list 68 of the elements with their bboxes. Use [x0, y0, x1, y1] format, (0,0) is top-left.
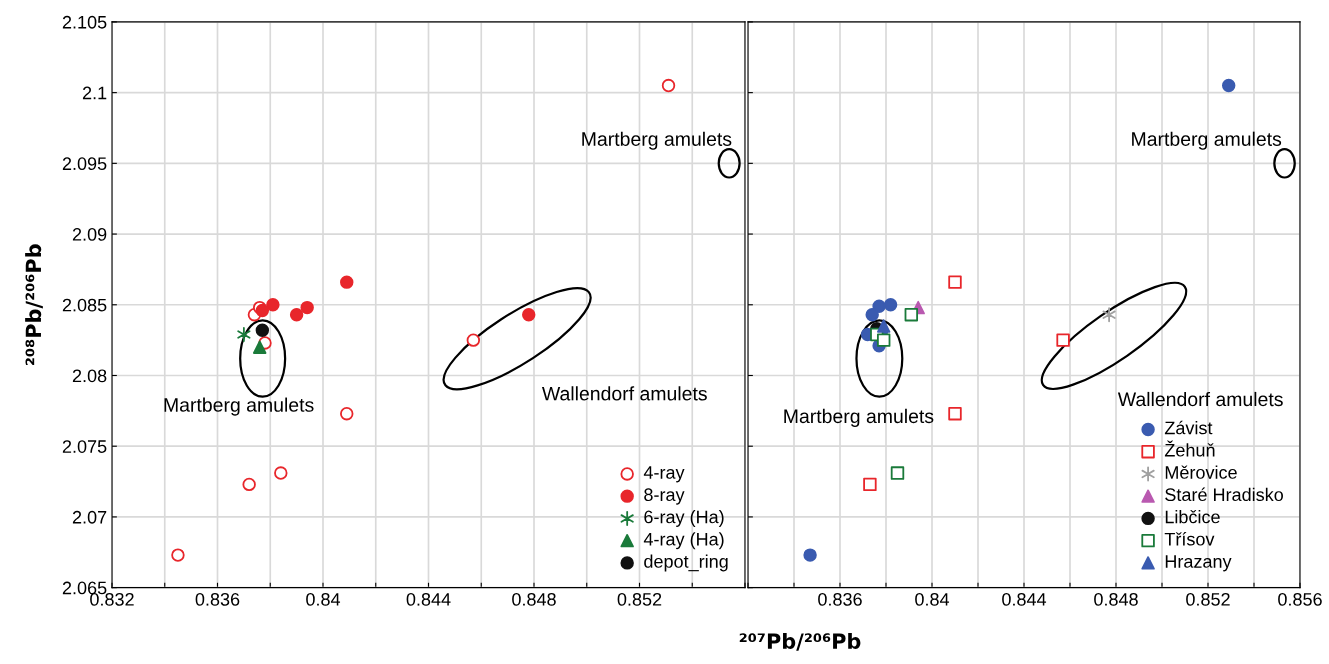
annotation: Martberg amulets	[164, 397, 314, 416]
annotation: Wallendorf amulets	[1117, 391, 1283, 407]
point	[255, 323, 270, 337]
point	[171, 548, 185, 562]
legend-label: Libčice	[1165, 510, 1220, 524]
y-tick-label: 2.065	[62, 581, 107, 595]
x-tick-label: 0.844	[406, 592, 451, 606]
y-tick-label: 2.075	[62, 440, 107, 453]
point	[300, 300, 314, 315]
point	[865, 307, 879, 322]
point	[876, 333, 891, 347]
point	[863, 477, 877, 492]
point	[252, 340, 267, 354]
y-axis-title: ²⁰⁸Pb/²⁰⁶Pb	[25, 244, 43, 366]
annotation: Wallendorf amulets	[541, 386, 707, 401]
legend-label: Třísov	[1164, 532, 1215, 546]
y-tick-label: 2.095	[62, 157, 107, 171]
x-axis-title: ²⁰⁷Pb/²⁰⁶Pb	[739, 632, 861, 651]
point	[274, 466, 288, 480]
x-tick-label: 0.852	[1186, 592, 1230, 606]
point	[904, 307, 919, 322]
point	[466, 333, 481, 347]
y-tick-label: 2.1	[82, 86, 107, 100]
legend-label: 8-ray	[644, 488, 685, 505]
legend-label: 4-ray	[643, 466, 685, 483]
point	[266, 298, 280, 312]
legend-label: Staré Hradisko	[1165, 487, 1283, 502]
y-tick-label: 2.07	[72, 510, 107, 524]
x-tick-label: 0.848	[1094, 592, 1138, 606]
legend-label: Žehuň	[1164, 440, 1215, 457]
x-tick-label: 0.84	[915, 592, 950, 606]
point	[948, 406, 962, 421]
y-tick-label: 2.09	[72, 227, 107, 241]
point	[661, 78, 676, 93]
x-tick-label: 0.836	[818, 592, 862, 606]
point	[340, 275, 354, 289]
point	[1056, 333, 1070, 347]
x-tick-label: 0.856	[1278, 592, 1322, 606]
legend-label: Měrovice	[1165, 465, 1237, 479]
point	[890, 466, 905, 480]
y-tick-label: 2.105	[62, 15, 107, 29]
point	[803, 548, 817, 562]
point	[237, 326, 251, 342]
x-tick-label: 0.832	[90, 592, 134, 606]
legend-label: 4-ray (Ha)	[643, 532, 724, 550]
point	[1102, 307, 1116, 323]
legend-label: 6-ray (Ha)	[644, 510, 724, 527]
point	[242, 477, 256, 492]
y-tick-label: 2.085	[62, 298, 107, 312]
annotation: Martberg amulets	[582, 131, 732, 150]
point	[876, 319, 891, 333]
point	[340, 406, 354, 421]
x-tick-label: 0.84	[306, 592, 341, 606]
point	[883, 298, 898, 312]
legend-label: depot_ring	[644, 554, 728, 572]
point	[948, 275, 962, 289]
annotation: Martberg amulets	[784, 408, 934, 427]
annotation: Martberg amulets	[1132, 131, 1282, 150]
point	[522, 307, 536, 322]
x-tick-label: 0.848	[512, 592, 556, 606]
legend-label: Hrazany	[1165, 555, 1232, 572]
y-tick-label: 2.08	[72, 369, 107, 383]
point	[289, 307, 304, 322]
point	[1221, 78, 1236, 93]
x-tick-label: 0.844	[1002, 592, 1047, 606]
x-tick-label: 0.852	[617, 592, 662, 606]
legend-label: Závist	[1164, 420, 1213, 435]
x-tick-label: 0.836	[195, 592, 240, 606]
